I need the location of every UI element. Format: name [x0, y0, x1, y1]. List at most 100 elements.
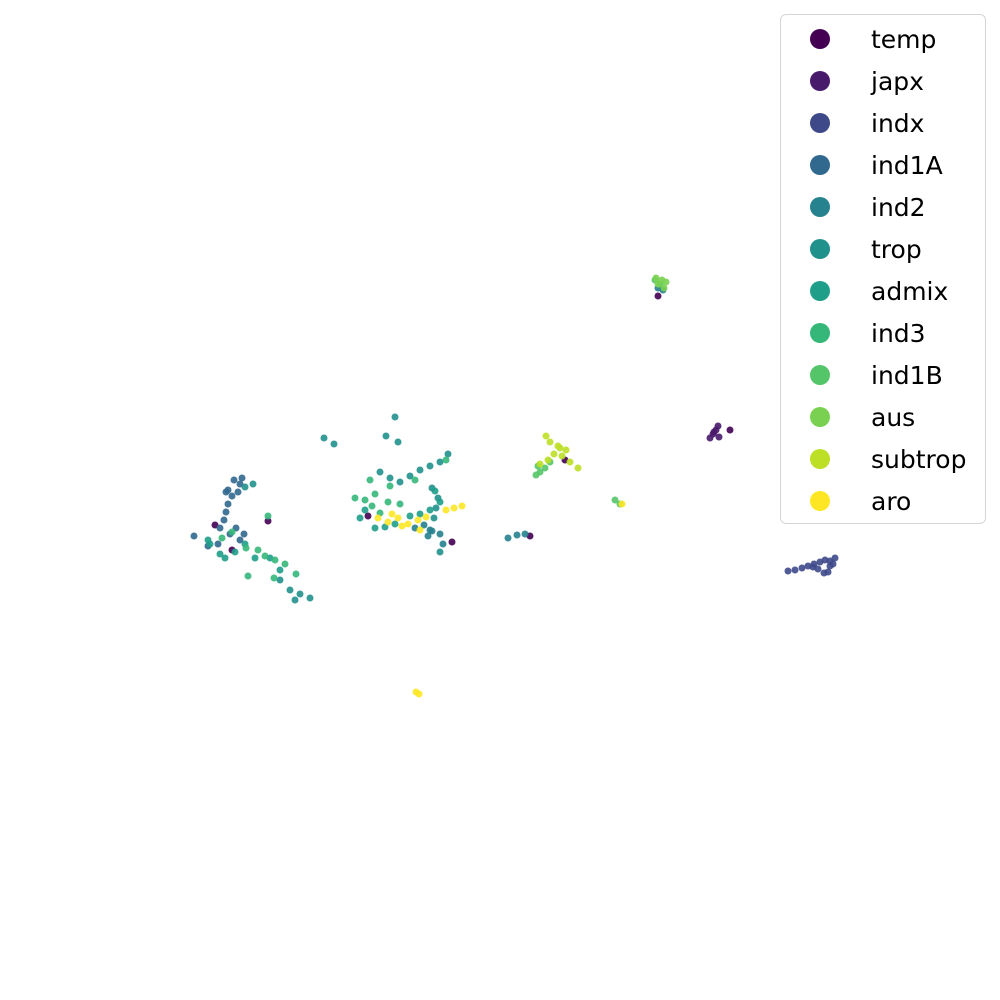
scatter-point — [376, 468, 384, 476]
scatter-point — [306, 594, 314, 602]
scatter-point — [430, 514, 438, 522]
series-4 — [411, 284, 667, 548]
scatter-point — [574, 464, 582, 472]
scatter-point — [432, 504, 440, 512]
legend-entry: indx — [781, 102, 985, 144]
scatter-point — [426, 526, 434, 534]
legend-label: aro — [871, 486, 912, 516]
legend-entry: ind2 — [781, 186, 985, 228]
legend-label: ind2 — [871, 192, 926, 222]
scatter-point — [444, 450, 452, 458]
scatter-point — [291, 596, 299, 604]
legend-entry: aus — [781, 396, 985, 438]
series-0 — [211, 292, 734, 554]
legend-label: ind1B — [871, 360, 943, 390]
series-1 — [706, 422, 723, 442]
series-11 — [374, 500, 626, 698]
scatter-point — [566, 458, 574, 466]
scatter-point — [416, 526, 424, 534]
scatter-point — [404, 520, 412, 528]
scatter-point — [536, 468, 544, 476]
legend-entry: admix — [781, 270, 985, 312]
scatter-point — [513, 531, 521, 539]
scatter-point — [276, 576, 284, 584]
scatter-point — [414, 516, 422, 524]
scatter-point — [550, 450, 558, 458]
scatter-point — [420, 521, 428, 529]
scatter-point — [436, 458, 444, 466]
scatter-point — [271, 556, 279, 564]
scatter-point — [264, 512, 272, 520]
scatter-point — [422, 513, 430, 521]
legend-entry: subtrop — [781, 438, 985, 480]
scatter-point — [251, 554, 259, 562]
scatter-point — [240, 530, 248, 538]
scatter-point — [249, 480, 257, 488]
scatter-point — [654, 280, 662, 288]
scatter-point — [351, 494, 359, 502]
scatter-point — [220, 516, 228, 524]
legend-marker — [810, 155, 830, 175]
scatter-point — [254, 546, 262, 554]
scatter-point — [784, 567, 792, 575]
scatter-point — [458, 502, 466, 510]
scatter-point — [662, 278, 670, 286]
legend: temp japx indx ind1A ind2 trop admix ind3 ind1B a… — [780, 14, 986, 524]
scatter-point — [406, 512, 414, 520]
scatter-point — [652, 274, 660, 282]
scatter-point — [374, 514, 382, 522]
scatter-point — [216, 524, 224, 532]
scatter-point — [436, 498, 444, 506]
series-8 — [532, 276, 664, 508]
scatter-point — [448, 538, 456, 546]
scatter-point — [204, 536, 212, 544]
legend-entry: ind3 — [781, 312, 985, 354]
scatter-point — [715, 433, 723, 441]
scatter-point — [224, 486, 232, 494]
scatter-point — [521, 530, 529, 538]
scatter-point — [542, 432, 550, 440]
legend-entry: ind1A — [781, 144, 985, 186]
legend-marker — [810, 449, 830, 469]
scatter-point — [424, 532, 432, 540]
scatter-point — [264, 517, 272, 525]
scatter-point — [216, 550, 224, 558]
scatter-point — [231, 548, 239, 556]
legend-marker — [810, 491, 830, 511]
scatter-point — [224, 500, 232, 508]
scatter-point — [396, 478, 404, 486]
scatter-point — [824, 568, 832, 576]
scatter-point — [214, 540, 222, 548]
scatter-point — [386, 474, 394, 482]
legend-label: ind1A — [871, 150, 943, 180]
scatter-point — [356, 514, 364, 522]
scatter-point — [710, 428, 718, 436]
series-5 — [241, 413, 452, 604]
legend-label: admix — [871, 276, 949, 306]
scatter-point — [436, 548, 444, 556]
scatter-point — [436, 530, 444, 538]
legend-label: indx — [871, 108, 925, 138]
scatter-point — [416, 466, 424, 474]
scatter-point — [411, 476, 419, 484]
scatter-point — [416, 510, 424, 518]
scatter-point — [426, 506, 434, 514]
scatter-point — [726, 426, 734, 434]
scatter-point — [222, 508, 230, 516]
series-7 — [218, 456, 450, 582]
scatter-point — [809, 563, 817, 571]
legend-label: ind3 — [871, 318, 926, 348]
scatter-point — [544, 456, 552, 464]
scatter-point — [296, 590, 304, 598]
scatter-point — [366, 476, 374, 484]
scatter-point — [368, 502, 376, 510]
legend-entry: japx — [781, 60, 985, 102]
scatter-point — [236, 536, 244, 544]
scatter-point — [426, 462, 434, 470]
scatter-point — [388, 510, 396, 518]
series-2 — [784, 554, 839, 577]
series-9 — [652, 274, 670, 292]
scatter-point — [654, 292, 662, 300]
legend-entry: temp — [781, 18, 985, 60]
scatter-point — [611, 496, 619, 504]
